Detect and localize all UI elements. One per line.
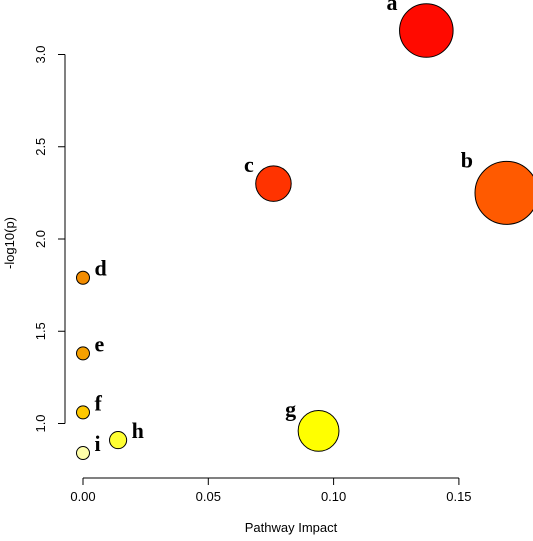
data-point-i <box>76 446 90 461</box>
data-point-f <box>76 405 90 420</box>
data-point-b <box>474 160 533 225</box>
y-tick-label: 3.0 <box>33 45 48 63</box>
point-label-e: e <box>95 331 105 356</box>
x-tick-label: 0.00 <box>70 489 95 504</box>
data-points <box>76 3 533 461</box>
point-labels: a b c d e f g h i <box>95 0 474 456</box>
x-tick-label: 0.15 <box>446 489 471 504</box>
y-tick-label: 1.5 <box>33 322 48 340</box>
point-label-h: h <box>132 418 144 443</box>
data-point-g <box>297 409 340 452</box>
x-axis-title: Pathway Impact <box>245 520 338 535</box>
data-point-e <box>76 346 90 361</box>
data-point-c <box>255 165 292 202</box>
x-tick-label: 0.10 <box>321 489 346 504</box>
point-label-d: d <box>95 256 107 281</box>
point-label-c: c <box>244 152 254 177</box>
point-label-g: g <box>285 396 296 421</box>
axes: 0.00 0.05 0.10 0.15 1.0 1.5 2.0 2.5 3.0 <box>33 45 472 504</box>
data-point-a <box>399 3 454 58</box>
y-tick-label: 1.0 <box>33 414 48 432</box>
point-label-i: i <box>95 431 101 456</box>
point-label-a: a <box>387 0 398 15</box>
point-label-f: f <box>95 390 103 415</box>
data-point-h <box>109 431 128 450</box>
x-tick-label: 0.05 <box>196 489 221 504</box>
y-tick-label: 2.0 <box>33 230 48 248</box>
y-tick-label: 2.5 <box>33 138 48 156</box>
y-axis-title: -log10(p) <box>2 217 17 269</box>
data-point-d <box>76 270 90 285</box>
point-label-b: b <box>461 147 473 172</box>
